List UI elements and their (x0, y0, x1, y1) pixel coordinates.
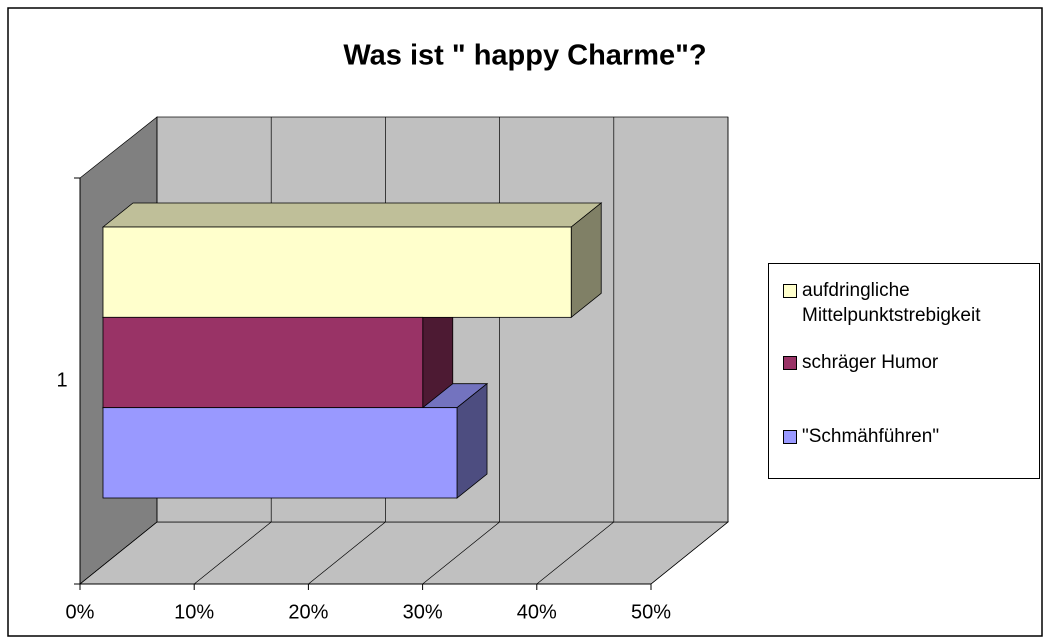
x-tick-label: 20% (288, 601, 328, 623)
grid-line (650, 521, 729, 585)
category-label: 1 (56, 369, 67, 391)
legend: aufdringliche Mittelpunktstrebigkeit schr… (768, 263, 1040, 479)
chart-title: Was ist " happy Charme"? (343, 40, 706, 72)
grid-line (193, 521, 272, 585)
x-tick-label: 0% (66, 601, 95, 623)
legend-swatch (783, 284, 797, 298)
grid-line (536, 521, 615, 585)
grid-line (308, 521, 386, 585)
legend-label: aufdringliche Mittelpunktstrebigkeit (802, 280, 981, 326)
legend-swatch (783, 356, 797, 370)
legend-swatch (783, 430, 797, 444)
legend-entry: aufdringliche Mittelpunktstrebigkeit (783, 278, 1038, 328)
x-tick-label: 30% (403, 601, 443, 623)
grid-line (79, 521, 158, 585)
legend-entry: "Schmähführen" (783, 424, 1038, 449)
legend-label: schräger Humor (802, 352, 939, 373)
bar-top (101, 202, 603, 228)
floor (79, 521, 729, 585)
bar (102, 316, 424, 409)
x-tick-label: 50% (631, 601, 671, 623)
bar (102, 407, 458, 499)
bar (102, 226, 572, 318)
x-tick-label: 40% (517, 601, 557, 623)
grid-line (422, 521, 500, 585)
x-tick-label: 10% (174, 601, 214, 623)
legend-entry: schräger Humor (783, 350, 1038, 375)
legend-label: "Schmähführen" (802, 426, 940, 447)
